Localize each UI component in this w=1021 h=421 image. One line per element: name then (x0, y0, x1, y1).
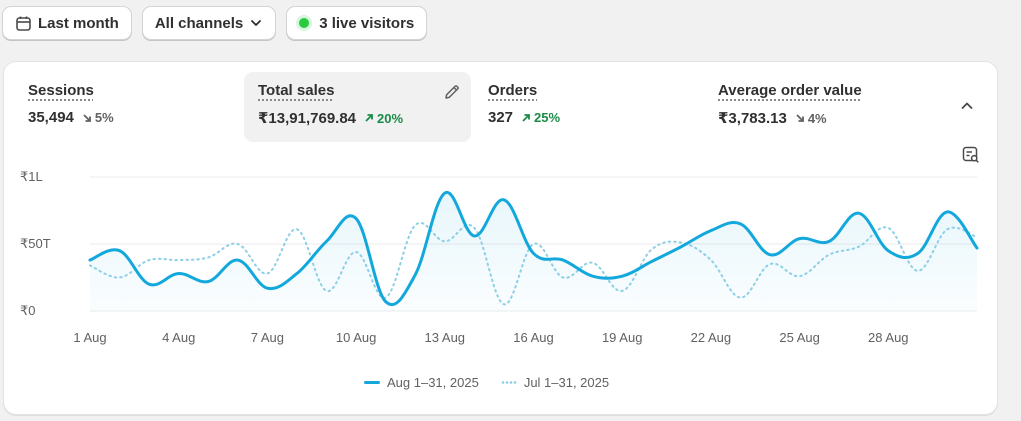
legend-swatch-dotted (500, 381, 517, 384)
y-tick-label: ₹1L (20, 169, 43, 184)
live-visitors-label: 3 live visitors (319, 14, 415, 32)
metric-delta: 4% (795, 111, 827, 126)
calendar-icon (15, 15, 32, 32)
arrow-up-right-icon (365, 114, 373, 122)
live-dot-icon (299, 18, 310, 28)
x-tick-label: 10 Aug (336, 330, 377, 345)
chevron-down-icon (249, 16, 263, 30)
channels-label: All channels (154, 14, 244, 32)
pencil-icon[interactable] (443, 83, 461, 106)
metric-label: Orders (488, 82, 538, 99)
metric-delta-value: 25% (534, 110, 561, 125)
metric-orders[interactable]: Orders 327 25% (474, 72, 694, 142)
metric-value: 327 (488, 109, 514, 126)
arrow-down-right-icon (796, 114, 804, 122)
legend-label-previous: Jul 1–31, 2025 (523, 375, 610, 390)
toolbar: Last month All channels 3 live visitors (2, 6, 428, 42)
metric-label: Average order value (718, 82, 862, 99)
x-tick-label: 22 Aug (691, 330, 732, 345)
legend-item-current[interactable]: Aug 1–31, 2025 (364, 375, 479, 390)
metric-delta-value: 4% (807, 110, 827, 126)
metric-value: ₹3,783.13 (718, 110, 787, 127)
metric-value: ₹13,91,769.84 (258, 110, 357, 127)
metric-delta: 25% (521, 110, 560, 125)
series-area-current (90, 192, 977, 311)
analytics-card: Sessions 35,494 5% Total sales ₹13,91,76… (3, 61, 998, 415)
metric-delta-value: 5% (94, 110, 114, 125)
sales-line-chart: ₹0 ₹50T ₹1L 1 Aug 4 Aug 7 Aug 10 Aug 13 Aug 16 A… (20, 169, 979, 345)
chart-options-icon[interactable] (962, 146, 980, 169)
y-tick-label: ₹50T (20, 236, 51, 251)
x-tick-label: 28 Aug (868, 330, 909, 345)
chevron-up-icon[interactable] (959, 98, 975, 119)
date-range-label: Last month (38, 14, 119, 32)
live-visitors-button[interactable]: 3 live visitors (286, 6, 428, 40)
legend-label-current: Aug 1–31, 2025 (387, 375, 479, 390)
metric-label: Sessions (28, 82, 94, 99)
x-tick-label: 19 Aug (602, 330, 643, 345)
x-tick-label: 1 Aug (73, 330, 106, 345)
metric-delta: 5% (82, 110, 114, 125)
x-tick-label: 13 Aug (425, 330, 466, 345)
metric-average-order-value[interactable]: Average order value ₹3,783.13 4% (704, 72, 934, 142)
series-line-previous (89, 222, 978, 306)
metric-label: Total sales (258, 82, 335, 99)
arrow-down-right-icon (83, 113, 91, 122)
x-tick-label: 25 Aug (779, 330, 820, 345)
legend-item-previous[interactable]: Jul 1–31, 2025 (500, 375, 610, 390)
metric-value: 35,494 (28, 109, 74, 126)
chart-legend: Aug 1–31, 2025 Jul 1–31, 2025 (364, 375, 631, 390)
metric-delta-value: 20% (377, 110, 404, 126)
legend-swatch-solid (364, 381, 380, 384)
series-line-current (88, 191, 979, 306)
metric-total-sales[interactable]: Total sales ₹13,91,769.84 20% (244, 72, 471, 142)
date-range-button[interactable]: Last month (2, 6, 132, 40)
channels-dropdown[interactable]: All channels (141, 6, 277, 40)
metric-sessions[interactable]: Sessions 35,494 5% (14, 72, 234, 142)
x-tick-label: 7 Aug (251, 330, 284, 345)
y-tick-label: ₹0 (20, 303, 36, 318)
arrow-up-right-icon (522, 113, 530, 122)
x-tick-label: 4 Aug (162, 330, 195, 345)
x-tick-label: 16 Aug (513, 330, 554, 345)
metric-delta: 20% (364, 111, 403, 126)
